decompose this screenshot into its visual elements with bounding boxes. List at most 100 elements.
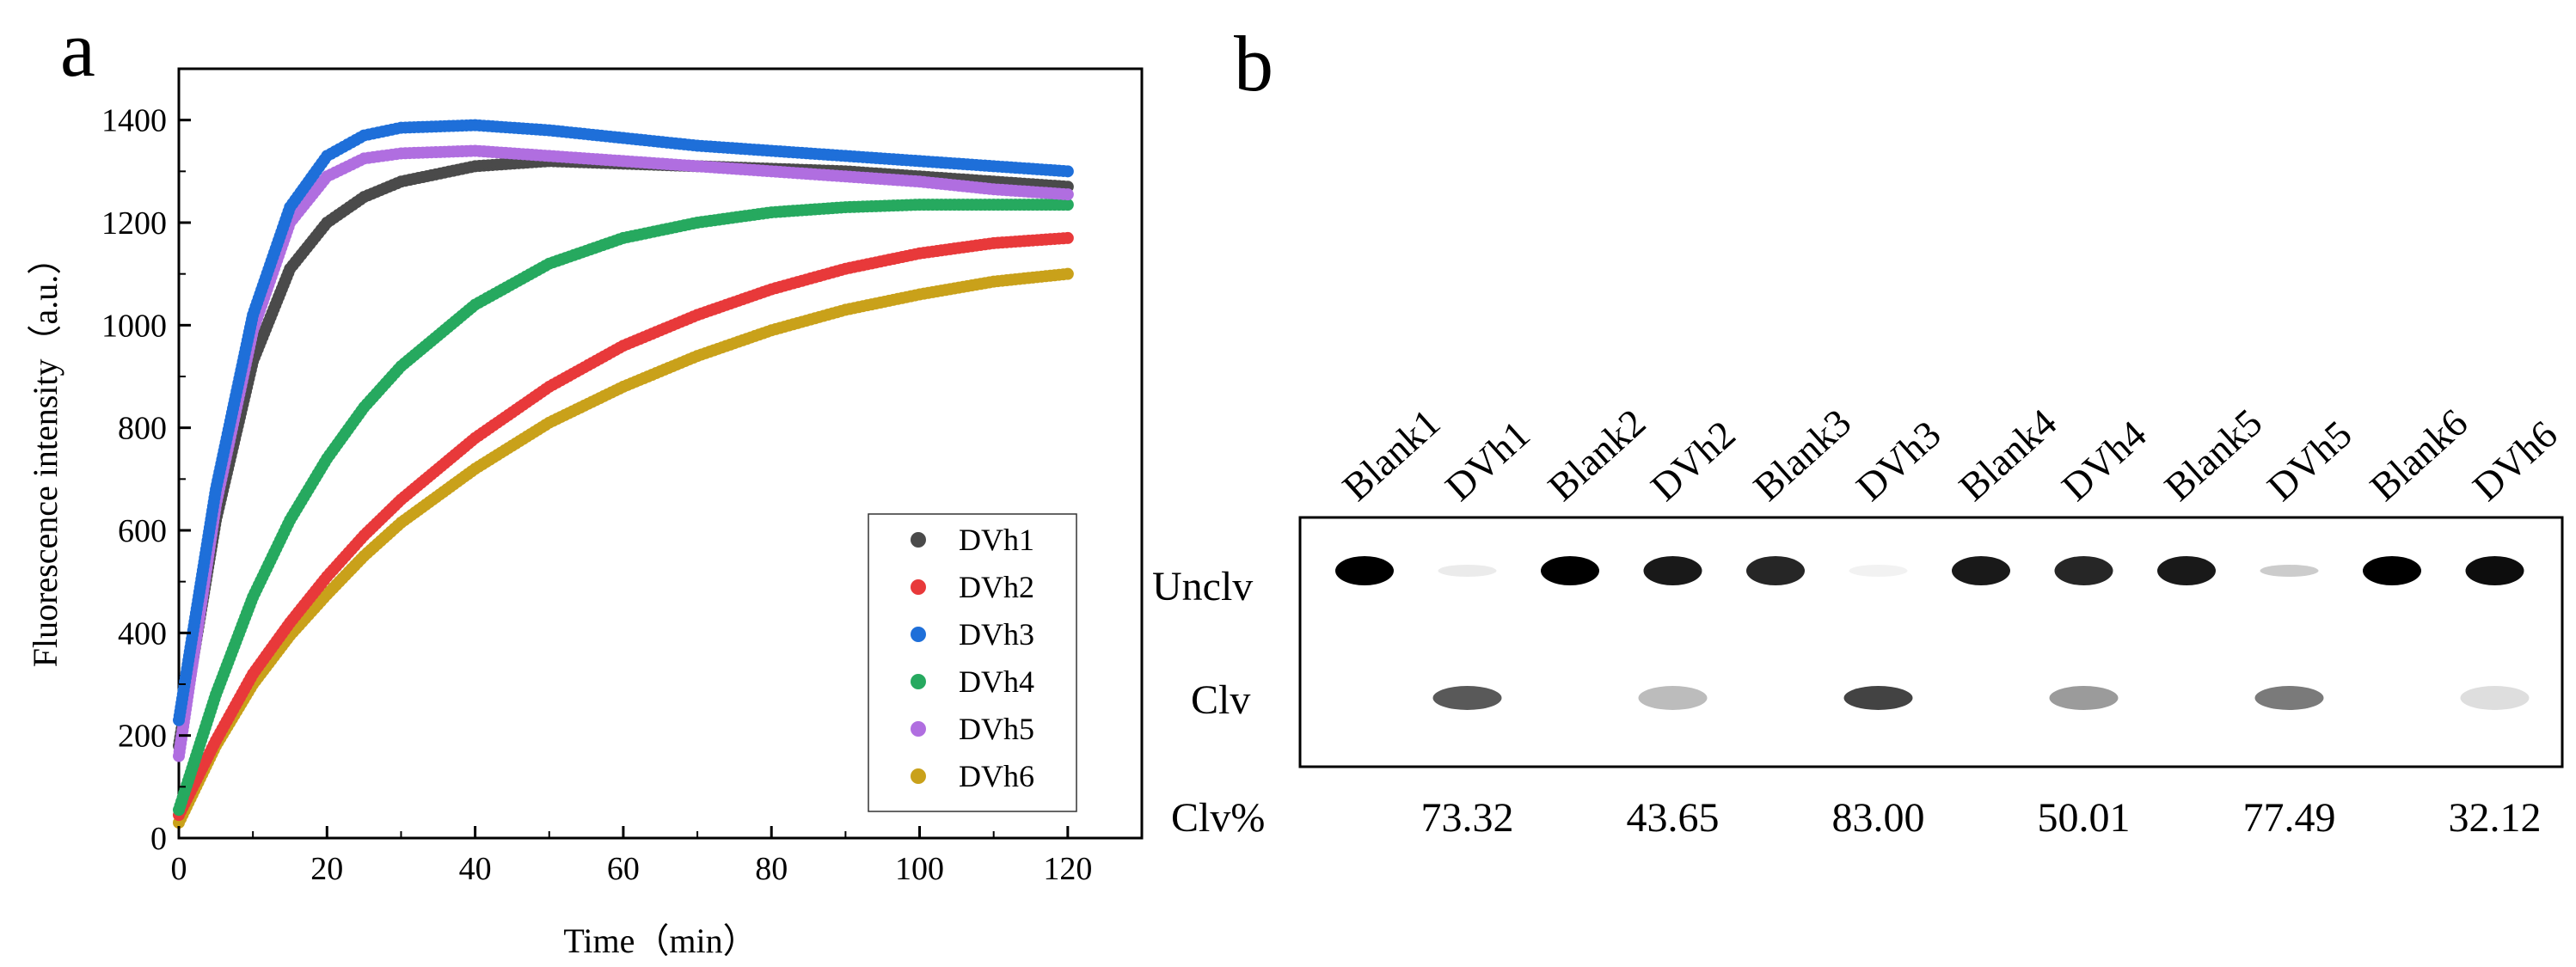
curve-point bbox=[1057, 232, 1070, 245]
cleaved-band bbox=[1638, 686, 1708, 710]
plot-frame bbox=[177, 67, 1144, 840]
curve-point bbox=[612, 132, 625, 144]
curve-point bbox=[761, 144, 774, 157]
legend-marker bbox=[911, 768, 926, 784]
curve-point bbox=[761, 206, 774, 219]
y-tick-label: 600 bbox=[118, 513, 167, 549]
lane-label: Blank2 bbox=[1540, 401, 1654, 510]
curve-point bbox=[464, 144, 477, 157]
panel-b-letter: b bbox=[1234, 20, 1273, 107]
curve-point bbox=[909, 155, 922, 168]
y-axis-title: Fluorescence intensity（a.u.） bbox=[26, 241, 64, 668]
clv-percent-value: 32.12 bbox=[2449, 795, 2542, 841]
curve-point bbox=[835, 169, 848, 182]
legend-marker bbox=[911, 627, 926, 642]
y-tick-label: 1000 bbox=[101, 308, 167, 344]
curve-point bbox=[983, 237, 996, 250]
curve-point bbox=[835, 150, 848, 162]
lane-label: DVh6 bbox=[2464, 412, 2566, 509]
uncleaved-band bbox=[2363, 556, 2421, 585]
curve-point bbox=[983, 160, 996, 173]
lane-label: Blank3 bbox=[1745, 401, 1860, 510]
lane-label: Blank4 bbox=[1951, 401, 2065, 510]
legend-marker bbox=[911, 674, 926, 689]
series-DVh6 bbox=[173, 267, 1074, 829]
uncleaved-band bbox=[1746, 556, 1805, 585]
curve-point bbox=[390, 122, 403, 135]
legend-label: DVh2 bbox=[959, 570, 1034, 604]
uncleaved-band bbox=[1643, 556, 1702, 585]
curve-point bbox=[687, 138, 700, 151]
legend-marker bbox=[911, 579, 926, 595]
legend-label: DVh4 bbox=[959, 664, 1034, 699]
series-DVh5 bbox=[173, 144, 1074, 762]
curve-point bbox=[390, 148, 403, 161]
lane-label: DVh2 bbox=[1642, 412, 1744, 509]
series-layer bbox=[173, 119, 1074, 829]
cleaved-band bbox=[2049, 686, 2119, 710]
x-axis-title: Time（min） bbox=[563, 921, 757, 960]
curve-point bbox=[687, 160, 700, 173]
y-tick-label: 400 bbox=[118, 615, 167, 652]
clv-percent-value: 77.49 bbox=[2243, 795, 2336, 841]
uncleaved-band bbox=[1541, 556, 1599, 585]
legend-label: DVh5 bbox=[959, 712, 1034, 746]
cleaved-band bbox=[2254, 686, 2324, 710]
uncleaved-band bbox=[2054, 556, 2113, 585]
curve-point bbox=[835, 201, 848, 214]
lane-label: Blank6 bbox=[2362, 401, 2476, 510]
x-tick-label: 80 bbox=[755, 851, 788, 887]
uncleaved-band bbox=[1952, 556, 2010, 585]
curve-point bbox=[983, 182, 996, 195]
series-DVh4 bbox=[173, 199, 1074, 817]
x-tick-label: 120 bbox=[1043, 851, 1092, 887]
curve-point bbox=[1057, 187, 1070, 200]
clv-percent-value: 73.32 bbox=[1421, 795, 1514, 841]
series-DVh3 bbox=[173, 119, 1074, 726]
curve-point bbox=[612, 155, 625, 168]
y-tick-label: 1400 bbox=[101, 103, 167, 139]
curve-point bbox=[538, 150, 551, 162]
uncleaved-band bbox=[1849, 565, 1908, 577]
legend-marker bbox=[911, 721, 926, 737]
cleaved-band bbox=[1432, 686, 1502, 710]
lane-label: Blank1 bbox=[1334, 401, 1449, 510]
clv-percent-value: 83.00 bbox=[1832, 795, 1925, 841]
legend-label: DVh1 bbox=[959, 523, 1034, 557]
lane-label: DVh4 bbox=[2053, 412, 2155, 509]
y-tick-label: 800 bbox=[118, 411, 167, 447]
legend: DVh1 DVh2 DVh3 DVh4 DVh5 DVh6 bbox=[868, 513, 1077, 812]
y-tick-label: 200 bbox=[118, 719, 167, 755]
curve-point bbox=[1057, 268, 1070, 281]
x-tick-label: 100 bbox=[895, 851, 944, 887]
uncleaved-band bbox=[2157, 556, 2216, 585]
curve-point bbox=[538, 124, 551, 137]
lane-label: DVh3 bbox=[1848, 412, 1949, 509]
clv-percent-row-label: Clv% bbox=[1171, 795, 1265, 841]
clv-percent-value: 43.65 bbox=[1627, 795, 1720, 841]
x-tick-label: 0 bbox=[171, 851, 187, 887]
curve-point bbox=[909, 199, 922, 211]
x-tick-label: 40 bbox=[459, 851, 492, 887]
unclv-row-label: Unclv bbox=[1152, 564, 1253, 609]
panel-a-letter: a bbox=[60, 5, 95, 93]
y-tick-label: 0 bbox=[150, 821, 167, 857]
curve-point bbox=[464, 119, 477, 132]
curve-point bbox=[1057, 164, 1070, 177]
lane-label: DVh5 bbox=[2259, 412, 2360, 509]
band-layer bbox=[1335, 556, 2530, 710]
y-tick-label: 1200 bbox=[101, 205, 167, 242]
legend-label: DVh6 bbox=[959, 759, 1034, 793]
clv-row-label: Clv bbox=[1191, 677, 1250, 723]
uncleaved-band bbox=[2465, 556, 2524, 585]
curve-point bbox=[909, 174, 922, 187]
percent-values: 73.32 43.65 83.00 50.01 77.49 32.12 bbox=[1421, 795, 2542, 841]
legend-frame bbox=[868, 513, 1077, 812]
lane-label: DVh1 bbox=[1437, 412, 1538, 509]
x-tick-label: 20 bbox=[310, 851, 343, 887]
uncleaved-band bbox=[1335, 556, 1394, 585]
fluorescence-chart: 0 20 40 60 80 100 1200200400600800100012001400… bbox=[26, 67, 1144, 960]
